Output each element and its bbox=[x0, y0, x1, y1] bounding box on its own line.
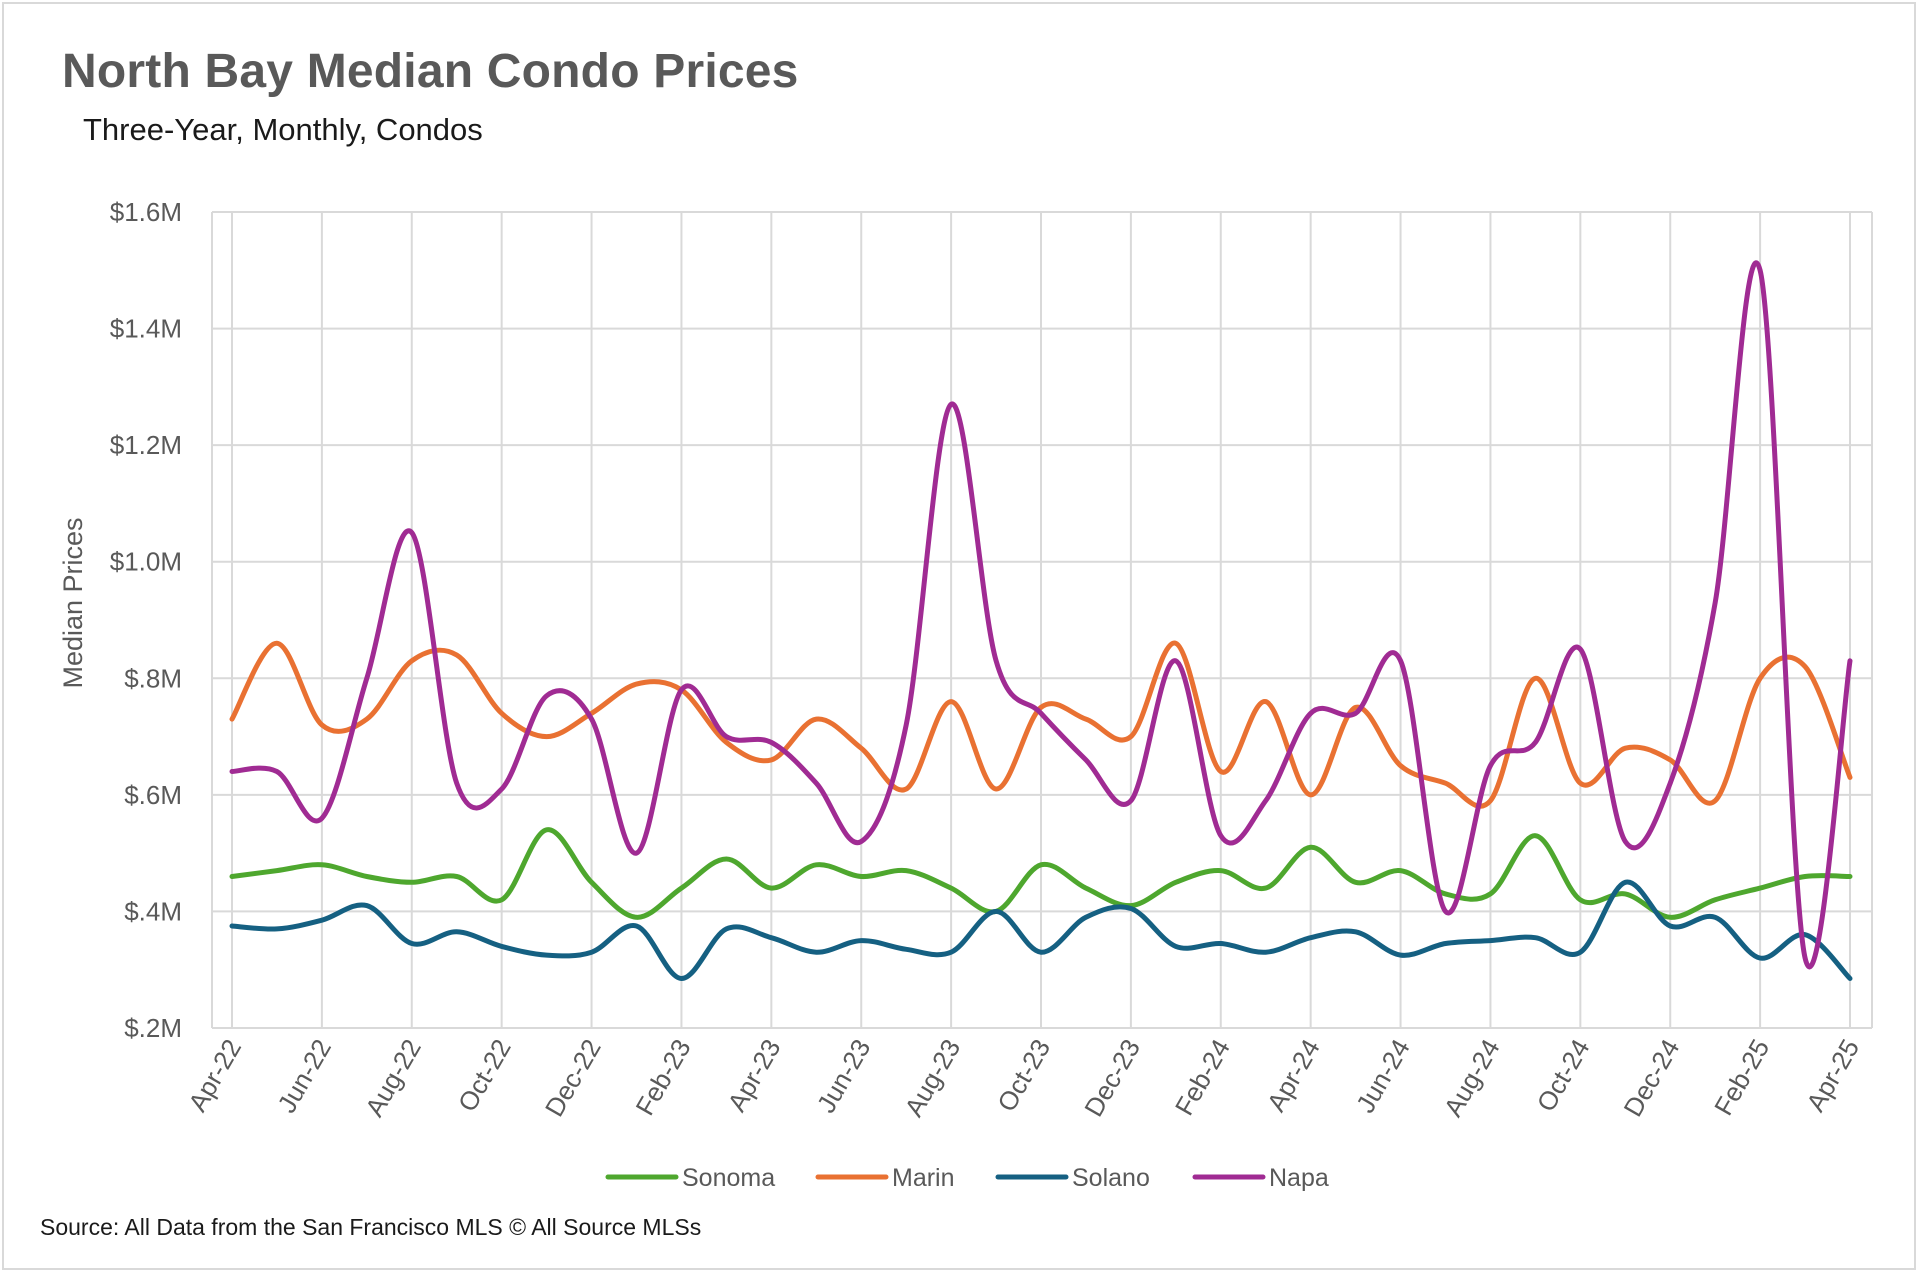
x-tick-label: Jun-22 bbox=[271, 1034, 337, 1118]
legend-label-marin: Marin bbox=[892, 1164, 955, 1192]
x-tick-label: Apr-22 bbox=[182, 1034, 247, 1117]
series-line-marin bbox=[229, 640, 1853, 809]
series-line-sonoma bbox=[229, 827, 1853, 920]
y-tick-label: $1.0M bbox=[110, 547, 182, 577]
x-tick-label: Aug-23 bbox=[898, 1034, 966, 1122]
legend: Sonoma Marin Solano Napa bbox=[605, 1164, 1329, 1192]
x-tick-label: Apr-23 bbox=[722, 1034, 787, 1117]
chart-title: North Bay Median Condo Prices bbox=[62, 45, 799, 98]
series-line-solano bbox=[229, 879, 1853, 982]
y-tick-label: $.2M bbox=[124, 1013, 182, 1043]
legend-label-napa: Napa bbox=[1269, 1164, 1329, 1192]
x-tick-label: Feb-25 bbox=[1708, 1034, 1775, 1120]
x-tick-label: Jun-23 bbox=[811, 1034, 877, 1118]
x-tick-label: Aug-24 bbox=[1438, 1034, 1506, 1122]
x-tick-label: Dec-24 bbox=[1618, 1034, 1686, 1122]
x-axis-tick-labels: Apr-22 Jun-22 Aug-22 Oct-22 Dec-22 Feb-23 Apr-… bbox=[182, 1034, 1865, 1122]
x-tick-label: Oct-22 bbox=[452, 1034, 517, 1117]
x-tick-label: Oct-23 bbox=[991, 1034, 1056, 1117]
x-tick-label: Dec-23 bbox=[1078, 1034, 1146, 1122]
source-note: Source: All Data from the San Francisco … bbox=[40, 1214, 702, 1240]
x-tick-label: Feb-24 bbox=[1169, 1034, 1236, 1120]
x-tick-label: Aug-22 bbox=[359, 1034, 427, 1122]
x-tick-label: Apr-24 bbox=[1261, 1034, 1326, 1117]
y-axis-title: Median Prices bbox=[58, 517, 88, 688]
y-tick-label: $1.2M bbox=[110, 430, 182, 460]
x-tick-label: Jun-24 bbox=[1350, 1034, 1416, 1118]
x-tick-label: Dec-22 bbox=[539, 1034, 607, 1122]
series-line-napa bbox=[229, 260, 1853, 970]
chart-subtitle: Three-Year, Monthly, Condos bbox=[83, 112, 483, 147]
y-axis-tick-labels: $.2M $.4M $.6M $.8M $1.0M $1.2M $1.4M $1.6M bbox=[110, 197, 182, 1043]
y-tick-label: $.4M bbox=[124, 896, 182, 926]
x-tick-label: Apr-25 bbox=[1800, 1034, 1865, 1117]
legend-label-solano: Solano bbox=[1072, 1164, 1150, 1192]
y-tick-label: $1.6M bbox=[110, 197, 182, 227]
y-tick-label: $.8M bbox=[124, 663, 182, 693]
series-lines bbox=[229, 260, 1853, 982]
legend-label-sonoma: Sonoma bbox=[682, 1164, 775, 1192]
x-tick-label: Feb-23 bbox=[629, 1034, 696, 1120]
y-tick-label: $.6M bbox=[124, 780, 182, 810]
y-tick-label: $1.4M bbox=[110, 314, 182, 344]
x-gridlines bbox=[211, 212, 1873, 1028]
x-tick-label: Oct-24 bbox=[1531, 1034, 1596, 1117]
